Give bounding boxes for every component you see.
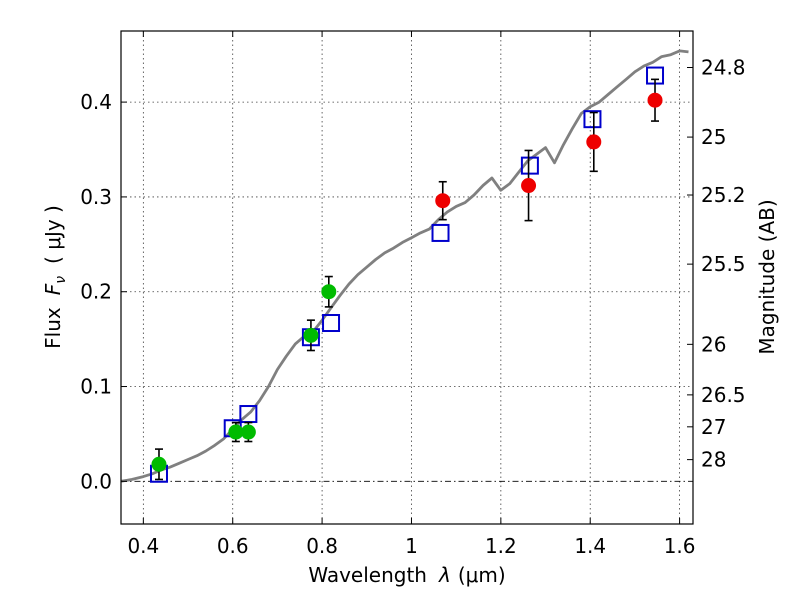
- nir-photometry-point: [586, 134, 602, 150]
- y-axis-label: Flux Fν ( μJy ): [41, 205, 69, 349]
- plot-frame: [120, 30, 694, 525]
- x-tick-label: 1: [405, 534, 418, 558]
- x-axis-label-symbol: λ: [438, 563, 451, 587]
- y2-tick-label: 25.2: [701, 183, 746, 207]
- model-photometry-square: [431, 223, 450, 242]
- x-tick-label: 1.2: [485, 534, 517, 558]
- x-axis-label-unit: (μm): [458, 563, 506, 587]
- x-tick-label: 1.6: [664, 534, 696, 558]
- y2-axis-label: Magnitude (AB): [755, 199, 779, 354]
- optical-photometry-point: [303, 327, 319, 343]
- y2-tick-label: 26: [701, 332, 726, 356]
- y2-tick-label: 27: [701, 415, 726, 439]
- model-photometry-square: [583, 110, 602, 129]
- marker-layer: [149, 66, 665, 483]
- template-spectrum-line: [120, 49, 689, 483]
- x-tick-label: 0.8: [306, 534, 338, 558]
- y2-tick-label: 25.5: [701, 252, 746, 276]
- y-axis-label-subscript: ν: [53, 276, 69, 284]
- y-tick-label: 0.2: [80, 280, 112, 304]
- tick-layer: 0.4 0.6 0.8 1 1.2 1.4 1.6 0.0 0.1 0.2 0.3 0.4 24.8 25…: [80, 31, 746, 558]
- y2-tick-label: 24.8: [701, 56, 746, 80]
- model-photometry-square: [322, 314, 341, 333]
- model-photometry-square: [520, 156, 539, 175]
- x-tick-label: 1.4: [574, 534, 606, 558]
- y2-tick-label: 26.5: [701, 383, 746, 407]
- y2-tick-label: 25: [701, 125, 726, 149]
- y-axis-label-unit: ( μJy ): [41, 205, 65, 264]
- y2-tick-label: 28: [701, 448, 726, 472]
- x-tick-label: 0.4: [127, 534, 159, 558]
- y-tick-label: 0.3: [80, 185, 112, 209]
- optical-photometry-point: [240, 424, 256, 440]
- x-axis-label-text: Wavelength: [308, 563, 427, 587]
- optical-photometry-point: [228, 424, 244, 440]
- optical-photometry-point: [321, 284, 337, 300]
- nir-photometry-point: [647, 92, 663, 108]
- y-axis-label-text: Flux: [41, 307, 65, 349]
- y-axis-label-symbol: F: [41, 283, 65, 295]
- nir-photometry-point: [521, 178, 537, 194]
- y-tick-label: 0.4: [80, 90, 112, 114]
- x-axis-label: Wavelength λ (μm): [308, 563, 505, 587]
- template-layer: [120, 49, 689, 483]
- y-tick-label: 0.0: [80, 469, 112, 493]
- optical-photometry-point: [151, 456, 167, 472]
- y-tick-label: 0.1: [80, 375, 112, 399]
- nir-photometry-point: [435, 193, 451, 209]
- x-tick-label: 0.6: [217, 534, 249, 558]
